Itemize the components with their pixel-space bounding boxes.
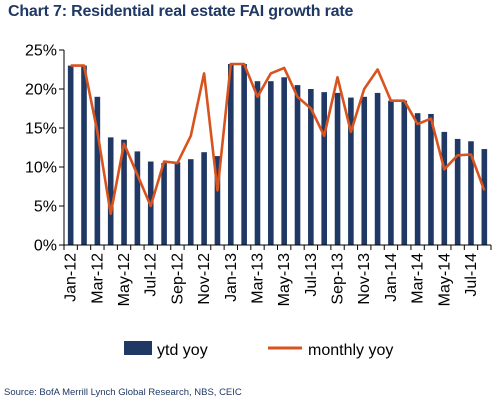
y-tick-label: 10% (25, 160, 57, 177)
x-tick-label: Sep-12 (169, 253, 186, 305)
x-tick-label: May-12 (116, 253, 133, 306)
x-tick-label: Jul-14 (463, 253, 480, 297)
x-tick-label: May-14 (436, 253, 453, 306)
y-axis: 0% 5% 10% 15% 20% 25% (25, 43, 64, 255)
x-axis: Jan-12 Mar-12 May-12 Jul-12 Sep-12 Nov-12 Jan-… (63, 245, 492, 306)
ytd-yoy-bar (468, 141, 474, 245)
y-tick-label: 20% (25, 82, 57, 99)
x-tick-label: Sep-13 (330, 253, 347, 305)
ytd-yoy-bar (454, 138, 461, 245)
legend-label-monthly: monthly yoy (308, 342, 393, 359)
x-tick-label: Nov-13 (356, 253, 373, 305)
x-tick-label: Jan-13 (223, 253, 240, 302)
legend-swatch-ytd (124, 341, 152, 355)
ytd-yoy-bar (374, 92, 381, 246)
ytd-yoy-bar (348, 97, 354, 245)
legend-label-ytd: ytd yoy (157, 342, 208, 359)
ytd-yoy-bar (241, 64, 247, 245)
ytd-yoy-bar (308, 89, 314, 245)
ytd-yoy-bar (201, 152, 207, 245)
ytd-yoy-bar (67, 65, 74, 245)
source-note: Source: BofA Merrill Lynch Global Resear… (4, 387, 242, 398)
x-tick-label: Mar-14 (410, 253, 427, 304)
x-tick-label: Jul-12 (143, 253, 160, 297)
ytd-yoy-bar (281, 77, 287, 245)
ytd-yoy-bar (161, 163, 167, 245)
ytd-yoy-bar (361, 96, 368, 245)
ytd-yoy-bar (401, 100, 408, 245)
ytd-yoy-bar (334, 92, 341, 246)
ytd-yoy-bar (134, 151, 141, 245)
ytd-yoy-bar (174, 162, 181, 245)
ytd-yoy-bar (481, 149, 488, 245)
x-tick-label: Mar-13 (249, 253, 266, 304)
x-tick-label: Jan-12 (63, 253, 80, 302)
monthly-yoy-line-group (70, 62, 486, 216)
ytd-yoy-bar (388, 100, 394, 245)
ytd-yoy-bar (214, 156, 221, 245)
y-tick-label: 0% (34, 238, 57, 255)
ytd-yoy-bar (227, 64, 234, 245)
ytd-yoy-bar (428, 113, 434, 246)
x-tick-label: Nov-12 (196, 253, 213, 305)
ytd-yoy-bar (268, 81, 274, 245)
ytd-yoy-bar (321, 92, 328, 246)
ytd-yoy-bar (294, 85, 301, 245)
x-tick-label: Jul-13 (303, 253, 320, 297)
y-tick-label: 5% (34, 199, 57, 216)
ytd-yoy-bar (81, 65, 87, 245)
ytd-yoy-bars (67, 64, 488, 246)
y-tick-label: 25% (25, 43, 57, 60)
ytd-yoy-bar (414, 113, 421, 246)
ytd-yoy-bar (121, 139, 127, 245)
legend: ytd yoy monthly yoy (124, 341, 393, 359)
ytd-yoy-bar (94, 96, 101, 245)
chart-title: Chart 7: Residential real estate FAI gro… (8, 3, 354, 20)
ytd-yoy-bar (441, 131, 448, 245)
monthly-yoy-line (70, 62, 486, 216)
axes (63, 50, 491, 246)
x-tick-label: Jan-14 (383, 253, 400, 302)
ytd-yoy-bar (254, 81, 261, 245)
x-tick-label: May-13 (276, 253, 293, 306)
x-tick-label: Mar-12 (89, 253, 106, 304)
ytd-yoy-bar (187, 159, 194, 245)
y-tick-label: 15% (25, 121, 57, 138)
ytd-yoy-bar (107, 137, 114, 245)
